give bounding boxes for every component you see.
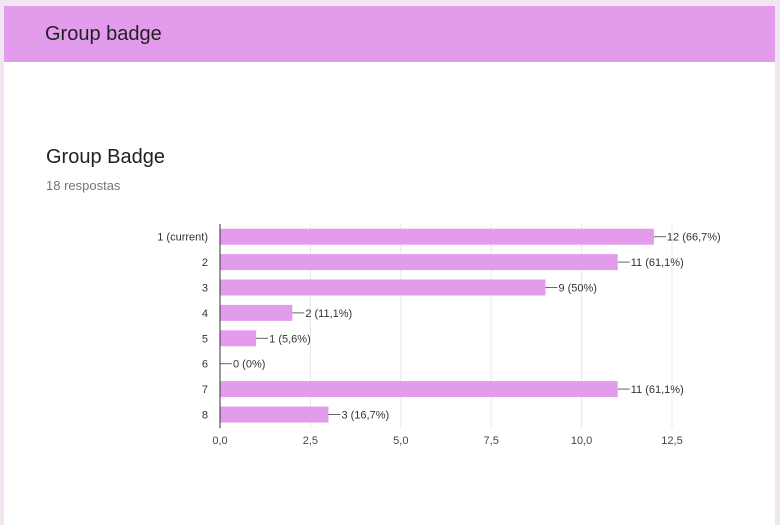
response-card: Group badge Group Badge 18 respostas xyxy=(4,6,775,525)
bar xyxy=(220,228,654,245)
category-label: 8 xyxy=(202,410,208,422)
x-tick-label: 5,0 xyxy=(393,435,408,447)
data-label: 11 (61,1%) xyxy=(631,257,684,269)
data-label: 2 (11,1%) xyxy=(305,308,352,320)
category-label: 3 xyxy=(202,283,208,295)
category-label: 4 xyxy=(202,308,208,320)
x-tick-label: 10,0 xyxy=(571,435,592,447)
data-label: 1 (5,6%) xyxy=(269,333,311,345)
bar xyxy=(220,406,329,423)
x-tick-label: 0,0 xyxy=(212,435,227,447)
response-count: 18 respostas xyxy=(46,178,121,193)
data-label: 3 (16,7%) xyxy=(341,410,389,422)
category-label: 6 xyxy=(202,359,208,371)
data-label: 11 (61,1%) xyxy=(631,384,684,396)
section-header: Group badge xyxy=(4,6,775,62)
data-label: 0 (0%) xyxy=(233,359,265,371)
x-tick-label: 7,5 xyxy=(484,435,499,447)
category-label: 5 xyxy=(202,333,208,345)
x-tick-label: 2,5 xyxy=(303,435,318,447)
bar xyxy=(220,381,618,398)
category-label: 2 xyxy=(202,257,208,269)
category-label: 7 xyxy=(202,384,208,396)
category-label: 1 (current) xyxy=(157,232,208,244)
data-label: 12 (66,7%) xyxy=(667,232,721,244)
section-title: Group badge xyxy=(45,23,162,45)
bar xyxy=(220,330,257,347)
bar xyxy=(220,279,546,296)
data-label: 9 (50%) xyxy=(558,283,597,295)
question-title: Group Badge xyxy=(46,146,165,168)
bar xyxy=(220,304,293,321)
x-tick-label: 12,5 xyxy=(661,435,682,447)
bar xyxy=(220,254,618,271)
